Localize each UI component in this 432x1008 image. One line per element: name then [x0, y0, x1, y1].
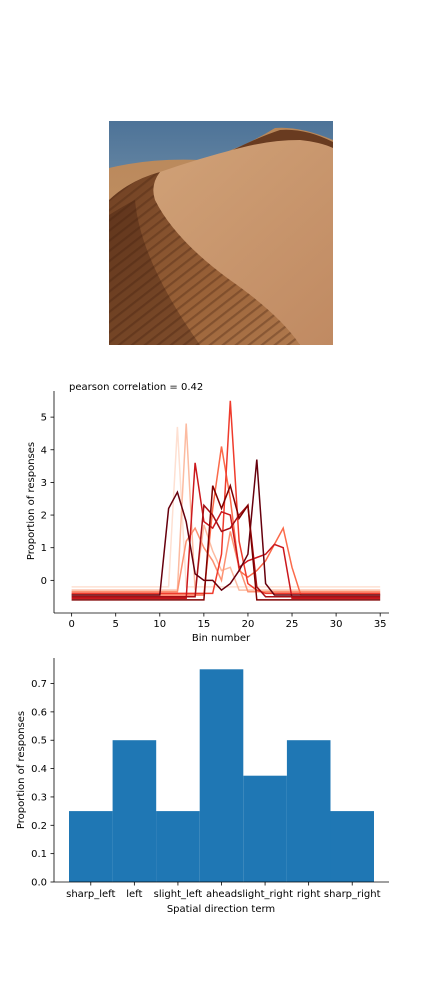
bar-sharp-right [330, 811, 374, 882]
y-tick-label: 0 [41, 576, 47, 587]
x-tick-label: 35 [374, 619, 387, 630]
y-tick-label: 0.7 [31, 679, 47, 690]
bar-sharp-left [69, 811, 113, 882]
y-tick-label: 0.3 [31, 792, 47, 803]
x-tick-label: slight_left [154, 889, 203, 900]
x-tick-label: sharp_left [66, 889, 115, 900]
y-tick-label: 1 [41, 543, 47, 554]
y-axis-label: Proportion of responses [16, 711, 27, 829]
bars [69, 669, 374, 882]
series-line-6 [71, 462, 381, 600]
y-axis-label: Proportion of responses [26, 442, 37, 560]
bar-ahead [199, 669, 244, 882]
x-tick-label: slight_right [237, 889, 293, 900]
bar-slight-left [156, 811, 200, 882]
x-tick-label: 10 [153, 619, 166, 630]
y-tick-label: 3 [41, 478, 47, 489]
axes: sharp_left left slight_left ahead slight_rig… [31, 658, 389, 900]
y-tick-label: 2 [41, 511, 47, 522]
bar-left [112, 740, 157, 882]
series-line-1 [71, 426, 381, 588]
x-axis-label: Bin number [192, 633, 251, 644]
x-axis-label: Spatial direction term [167, 904, 275, 915]
x-tick-label: 30 [330, 619, 343, 630]
x-tick-label: 20 [242, 619, 255, 630]
y-tick-label: 5 [41, 413, 47, 424]
x-tick-label: 0 [68, 619, 74, 630]
x-tick-label: 25 [286, 619, 299, 630]
desert-dune-photo [109, 121, 333, 345]
y-tick-label: 0.1 [31, 849, 47, 860]
x-tick-label: right [297, 889, 321, 900]
axes: 0 5 10 15 20 25 30 35 0 1 2 3 4 5 [41, 391, 389, 630]
bar-right [286, 740, 331, 882]
bar-chart: sharp_left left slight_left ahead slight_rig… [16, 658, 389, 915]
line-chart: pearson correlation = 0.42 0 5 10 15 20 25 30 3… [26, 382, 389, 644]
chart-title: pearson correlation = 0.42 [69, 382, 203, 393]
x-tick-label: sharp_right [324, 889, 381, 900]
series-line-3 [71, 526, 381, 593]
y-tick-label: 0.4 [31, 764, 47, 775]
y-tick-label: 0.5 [31, 736, 47, 747]
x-tick-label: 15 [198, 619, 211, 630]
series-line-7 [71, 503, 381, 598]
series-line-8 [71, 459, 381, 596]
y-tick-label: 0.6 [31, 707, 47, 718]
series-line-9 [71, 483, 381, 601]
y-tick-label: 0.0 [31, 878, 47, 889]
x-tick-label: ahead [206, 889, 237, 900]
series-lines [71, 400, 381, 601]
bar-slight-right [243, 775, 287, 882]
series-line-5 [71, 400, 381, 595]
y-tick-label: 4 [41, 445, 47, 456]
x-tick-label: 5 [113, 619, 119, 630]
x-tick-label: left [126, 889, 142, 900]
series-line-2 [71, 423, 381, 591]
y-tick-label: 0.2 [31, 821, 47, 832]
